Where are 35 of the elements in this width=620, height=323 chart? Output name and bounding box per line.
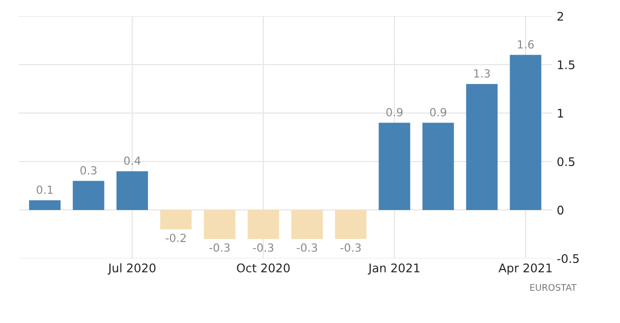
text: EUROSTAT <box>530 284 577 291</box>
data-label: 0.9 <box>386 108 403 116</box>
bar <box>510 54 542 210</box>
x-tick-label: Jul 2020 <box>108 263 156 275</box>
x-tick-label: Jan 2021 <box>368 263 420 275</box>
bar <box>248 210 280 240</box>
y-tick-label: 2 <box>558 12 563 21</box>
bar <box>335 210 366 240</box>
bar <box>422 122 454 210</box>
data-label: -0.3 <box>253 243 274 252</box>
data-label: 1.3 <box>474 69 490 78</box>
y-tick-label: -0.5 <box>557 254 579 264</box>
data-label: 0.3 <box>80 166 96 175</box>
data-label: -0.3 <box>340 243 361 252</box>
y-tick-label: 0 <box>557 206 564 215</box>
data-label: 0.4 <box>124 156 140 165</box>
bar <box>116 171 148 210</box>
data-label: 0.1 <box>36 186 53 194</box>
y-tick-label: 1 <box>558 108 564 118</box>
bar <box>29 200 61 210</box>
bar <box>72 180 104 210</box>
y-tick-label: 0.5 <box>557 157 574 166</box>
bar <box>466 84 498 210</box>
data-label: -0.3 <box>209 243 230 252</box>
data-label: 1.6 <box>518 40 534 49</box>
data-label: -0.2 <box>166 234 186 242</box>
y-tick-label: 1.5 <box>558 60 574 70</box>
bar <box>204 210 236 240</box>
bar <box>160 210 192 230</box>
data-label: -0.3 <box>296 243 317 252</box>
x-tick-label: Apr 2021 <box>498 263 552 275</box>
bar <box>291 210 323 240</box>
x-tick-label: Oct 2020 <box>236 263 290 272</box>
data-label: 0.9 <box>430 108 446 116</box>
bar <box>378 122 410 210</box>
